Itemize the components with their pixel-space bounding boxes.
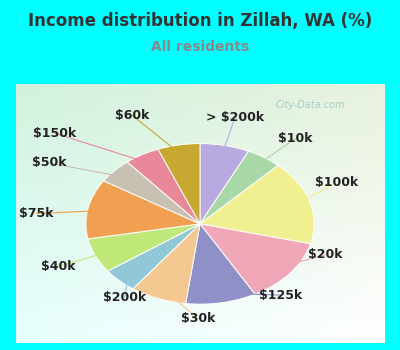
Text: $200k: $200k	[103, 291, 146, 304]
Text: $100k: $100k	[314, 176, 358, 189]
Wedge shape	[86, 181, 200, 239]
Text: $10k: $10k	[278, 132, 313, 145]
Wedge shape	[108, 224, 200, 289]
Text: $125k: $125k	[259, 289, 302, 302]
Text: $30k: $30k	[181, 312, 215, 325]
Text: $60k: $60k	[115, 108, 149, 121]
Text: $20k: $20k	[308, 248, 342, 261]
Wedge shape	[200, 151, 278, 224]
Wedge shape	[200, 144, 248, 224]
Wedge shape	[200, 224, 310, 294]
Wedge shape	[104, 162, 200, 224]
Text: Income distribution in Zillah, WA (%): Income distribution in Zillah, WA (%)	[28, 12, 372, 30]
Wedge shape	[88, 224, 200, 271]
Text: $75k: $75k	[19, 207, 54, 220]
Wedge shape	[200, 165, 314, 244]
Wedge shape	[186, 224, 255, 304]
Wedge shape	[133, 224, 200, 303]
Text: > $200k: > $200k	[206, 111, 264, 124]
Text: $150k: $150k	[33, 127, 76, 140]
Wedge shape	[158, 144, 200, 224]
Text: All residents: All residents	[151, 40, 249, 54]
Wedge shape	[127, 149, 200, 224]
Text: City-Data.com: City-Data.com	[276, 100, 345, 110]
Text: $50k: $50k	[32, 156, 66, 169]
Text: $40k: $40k	[41, 260, 76, 273]
